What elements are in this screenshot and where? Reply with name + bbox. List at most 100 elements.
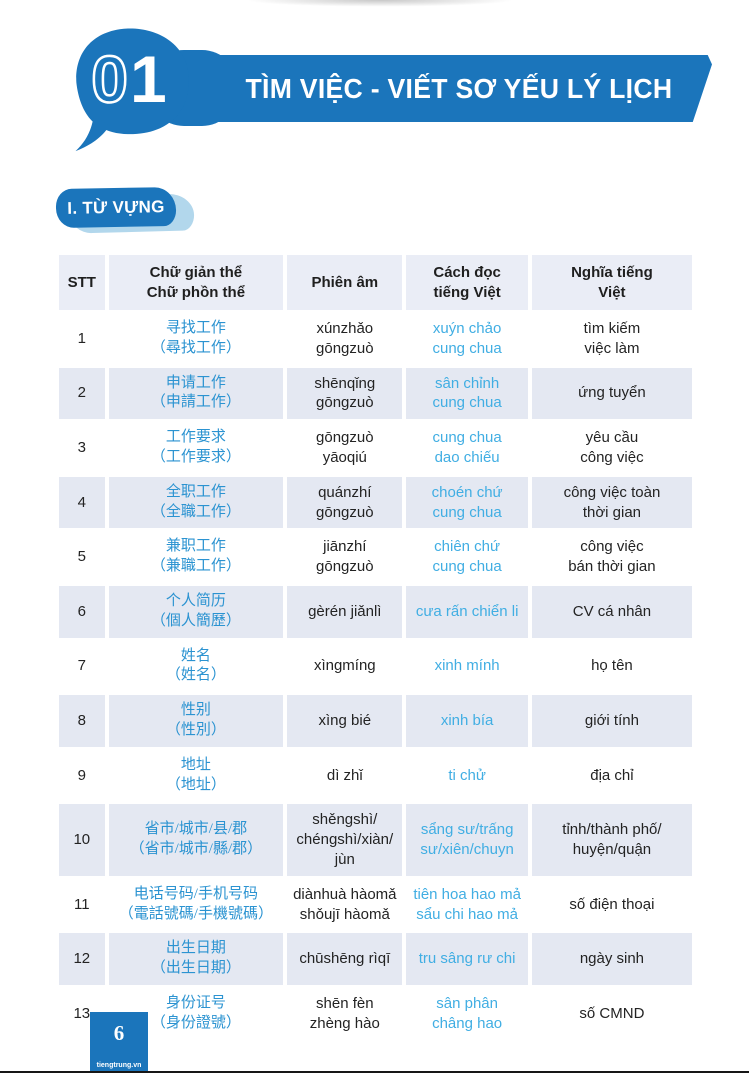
- page-number-box: 6 tiengtrung.vn: [90, 1012, 148, 1073]
- reading-cell: sẩng sư/trấng sư/xiên/chuyn: [406, 804, 528, 876]
- stt-cell: 4: [59, 476, 105, 529]
- table-row: 5 兼职工作 （兼職工作） jiānzhí gōngzuò chiên chứ cun…: [59, 531, 692, 583]
- hanzi-cell: 个人简历 （個人簡歷）: [108, 585, 284, 638]
- table-row: 10 省市/城市/县/郡 （省市/城市/縣/郡） shěngshì/ chéngsh…: [59, 804, 692, 876]
- page-bottom-rule: [0, 1071, 749, 1073]
- meaning-cell: số CMND: [531, 987, 692, 1040]
- pinyin-cell: chūshēng rìqī: [287, 933, 403, 985]
- meaning-cell: ngày sinh: [531, 933, 692, 985]
- table-row: 9 地址 （地址） dì zhǐ ti chử địa chỉ: [59, 749, 692, 802]
- pinyin-cell: diànhuà hàomǎ shǒujī hàomǎ: [287, 878, 403, 931]
- table-row: 6 个人简历 （個人簡歷） gèrén jiǎnlì cưa rấn chiển li…: [59, 585, 692, 638]
- reading-cell: tru sâng rư chi: [406, 933, 528, 985]
- section-label-badge: I. TỪ VỰNG: [55, 186, 177, 229]
- table-row: 2 申请工作 （申請工作） shēnqǐng gōngzuò sân chỉnh cu…: [59, 367, 692, 420]
- table-row: 8 性别 （性別） xìng bié xinh bía giới tính: [59, 695, 692, 747]
- meaning-cell: giới tính: [531, 695, 692, 747]
- lesson-digit-solid: 1: [130, 42, 169, 117]
- reading-cell: xinh mính: [406, 640, 528, 693]
- pinyin-cell: jiānzhí gōngzuò: [287, 531, 403, 583]
- stt-cell: 6: [59, 585, 105, 638]
- hanzi-cell: 出生日期 （出生日期）: [108, 933, 284, 985]
- meaning-cell: ứng tuyển: [531, 367, 692, 420]
- meaning-cell: yêu cầu công việc: [531, 422, 692, 474]
- col-header-reading: Cách đọc tiếng Việt: [406, 255, 528, 310]
- stt-cell: 7: [59, 640, 105, 693]
- hanzi-cell: 兼职工作 （兼職工作）: [108, 531, 284, 583]
- pinyin-cell: shēn fèn zhèng hào: [287, 987, 403, 1040]
- table-row: 7 姓名 （姓名） xìngmíng xinh mính họ tên: [59, 640, 692, 693]
- pinyin-cell: gèrén jiǎnlì: [287, 585, 403, 638]
- table-row: 3 工作要求 （工作要求） gōngzuò yāoqiú cung chua dao …: [59, 422, 692, 474]
- reading-cell: cưa rấn chiển li: [406, 585, 528, 638]
- reading-cell: cung chua dao chiếu: [406, 422, 528, 474]
- meaning-cell: số điện thoại: [531, 878, 692, 931]
- meaning-cell: tìm kiếm việc làm: [531, 313, 692, 365]
- reading-cell: choén chứ cung chua: [406, 476, 528, 529]
- page-number: 6: [113, 1021, 125, 1045]
- reading-cell: xinh bía: [406, 695, 528, 747]
- col-header-hanzi: Chữ giản thể Chữ phồn thể: [108, 255, 284, 310]
- hanzi-cell: 全职工作 （全職工作）: [108, 476, 284, 529]
- reading-cell: sân phân châng hao: [406, 987, 528, 1040]
- table-row: 1 寻找工作 （尋找工作） xúnzhǎo gōngzuò xuýn chảo cun…: [59, 313, 692, 365]
- col-header-stt: STT: [59, 255, 105, 310]
- stt-cell: 3: [59, 422, 105, 474]
- vocab-table-wrap: STT Chữ giản thể Chữ phồn thể Phiên âm C…: [55, 252, 696, 1043]
- pinyin-cell: xìng bié: [287, 695, 403, 747]
- stt-cell: 1: [59, 313, 105, 365]
- meaning-cell: họ tên: [531, 640, 692, 693]
- hanzi-cell: 姓名 （姓名）: [108, 640, 284, 693]
- meaning-cell: tỉnh/thành phố/ huyện/quận: [531, 804, 692, 876]
- table-header-row: STT Chữ giản thể Chữ phồn thể Phiên âm C…: [59, 255, 692, 310]
- hanzi-cell: 性别 （性別）: [108, 695, 284, 747]
- stt-cell: 5: [59, 531, 105, 583]
- section-label-wrap: I. TỪ VỰNG: [55, 186, 256, 236]
- pinyin-cell: dì zhǐ: [287, 749, 403, 802]
- site-label: tiengtrung.vn: [96, 1062, 142, 1069]
- stt-cell: 10: [59, 804, 105, 876]
- stt-cell: 9: [59, 749, 105, 802]
- reading-cell: sân chỉnh cung chua: [406, 367, 528, 420]
- reading-cell: tiên hoa hao mả sẩu chi hao mả: [406, 878, 528, 931]
- reading-cell: xuýn chảo cung chua: [406, 313, 528, 365]
- hanzi-cell: 地址 （地址）: [108, 749, 284, 802]
- hanzi-cell: 寻找工作 （尋找工作）: [108, 313, 284, 365]
- lesson-title: TÌM VIỆC - VIẾT SƠ YẾU LÝ LỊCH: [245, 72, 673, 104]
- stt-cell: 2: [59, 367, 105, 420]
- pinyin-cell: shēnqǐng gōngzuò: [287, 367, 403, 420]
- col-header-meaning: Nghĩa tiếng Việt: [531, 255, 692, 310]
- top-edge-shadow: [232, 0, 528, 9]
- stt-cell: 12: [59, 933, 105, 985]
- col-header-pinyin: Phiên âm: [287, 255, 403, 310]
- meaning-cell: địa chỉ: [531, 749, 692, 802]
- stt-cell: 8: [59, 695, 105, 747]
- table-row: 4 全职工作 （全職工作） quánzhí gōngzuò choén chứ cun…: [59, 476, 692, 529]
- meaning-cell: công việc bán thời gian: [531, 531, 692, 583]
- hanzi-cell: 省市/城市/县/郡 （省市/城市/縣/郡）: [108, 804, 284, 876]
- section-label: I. TỪ VỰNG: [67, 196, 165, 218]
- meaning-cell: công việc toàn thời gian: [531, 476, 692, 529]
- meaning-cell: CV cá nhân: [531, 585, 692, 638]
- vocab-table-body: 1 寻找工作 （尋找工作） xúnzhǎo gōngzuò xuýn chảo cun…: [59, 313, 692, 1040]
- table-row: 12 出生日期 （出生日期） chūshēng rìqī tru sâng rư ch…: [59, 933, 692, 985]
- hanzi-cell: 电话号码/手机号码 （電話號碼/手機號碼）: [108, 878, 284, 931]
- pinyin-cell: shěngshì/ chéngshì/xiàn/ jùn: [287, 804, 403, 876]
- lesson-digit-outline: 0: [90, 42, 130, 117]
- pinyin-cell: xìngmíng: [287, 640, 403, 693]
- hanzi-cell: 申请工作 （申請工作）: [108, 367, 284, 420]
- pinyin-cell: xúnzhǎo gōngzuò: [287, 313, 403, 365]
- hanzi-cell: 工作要求 （工作要求）: [108, 422, 284, 474]
- pinyin-cell: quánzhí gōngzuò: [287, 476, 403, 529]
- reading-cell: ti chử: [406, 749, 528, 802]
- vocab-table: STT Chữ giản thể Chữ phồn thể Phiên âm C…: [55, 252, 696, 1043]
- pinyin-cell: gōngzuò yāoqiú: [287, 422, 403, 474]
- leaf-shape-icon: [75, 28, 189, 152]
- reading-cell: chiên chứ cung chua: [406, 531, 528, 583]
- stt-cell: 11: [59, 878, 105, 931]
- lesson-title-banner: TÌM VIỆC - VIẾT SƠ YẾU LÝ LỊCH: [178, 55, 712, 122]
- table-row: 13 身份证号 （身份證號） shēn fèn zhèng hào sân phân …: [59, 987, 692, 1040]
- table-row: 11 电话号码/手机号码 （電話號碼/手機號碼） diànhuà hàomǎ shǒ…: [59, 878, 692, 931]
